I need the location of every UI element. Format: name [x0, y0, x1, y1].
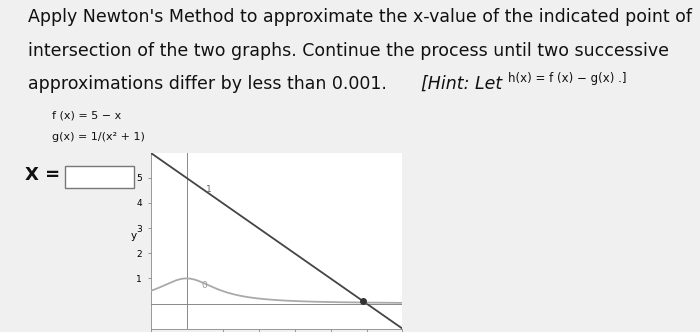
Text: Apply Newton's Method to approximate the x-value of the indicated point of: Apply Newton's Method to approximate the… — [28, 8, 692, 26]
Text: f (x) = 5 − x: f (x) = 5 − x — [52, 110, 122, 120]
Text: h(x) = f (x) − g(x) .]: h(x) = f (x) − g(x) .] — [508, 72, 626, 85]
Text: X =: X = — [25, 166, 60, 184]
Y-axis label: y: y — [131, 231, 136, 241]
Text: intersection of the two graphs. Continue the process until two successive: intersection of the two graphs. Continue… — [28, 42, 669, 59]
Text: 0: 0 — [201, 281, 206, 290]
Text: [Hint: Let: [Hint: Let — [421, 75, 508, 93]
Text: g(x) = 1/(x² + 1): g(x) = 1/(x² + 1) — [52, 132, 146, 142]
Text: 1: 1 — [206, 185, 212, 194]
FancyBboxPatch shape — [65, 166, 134, 188]
Text: approximations differ by less than 0.001.: approximations differ by less than 0.001… — [28, 75, 393, 93]
